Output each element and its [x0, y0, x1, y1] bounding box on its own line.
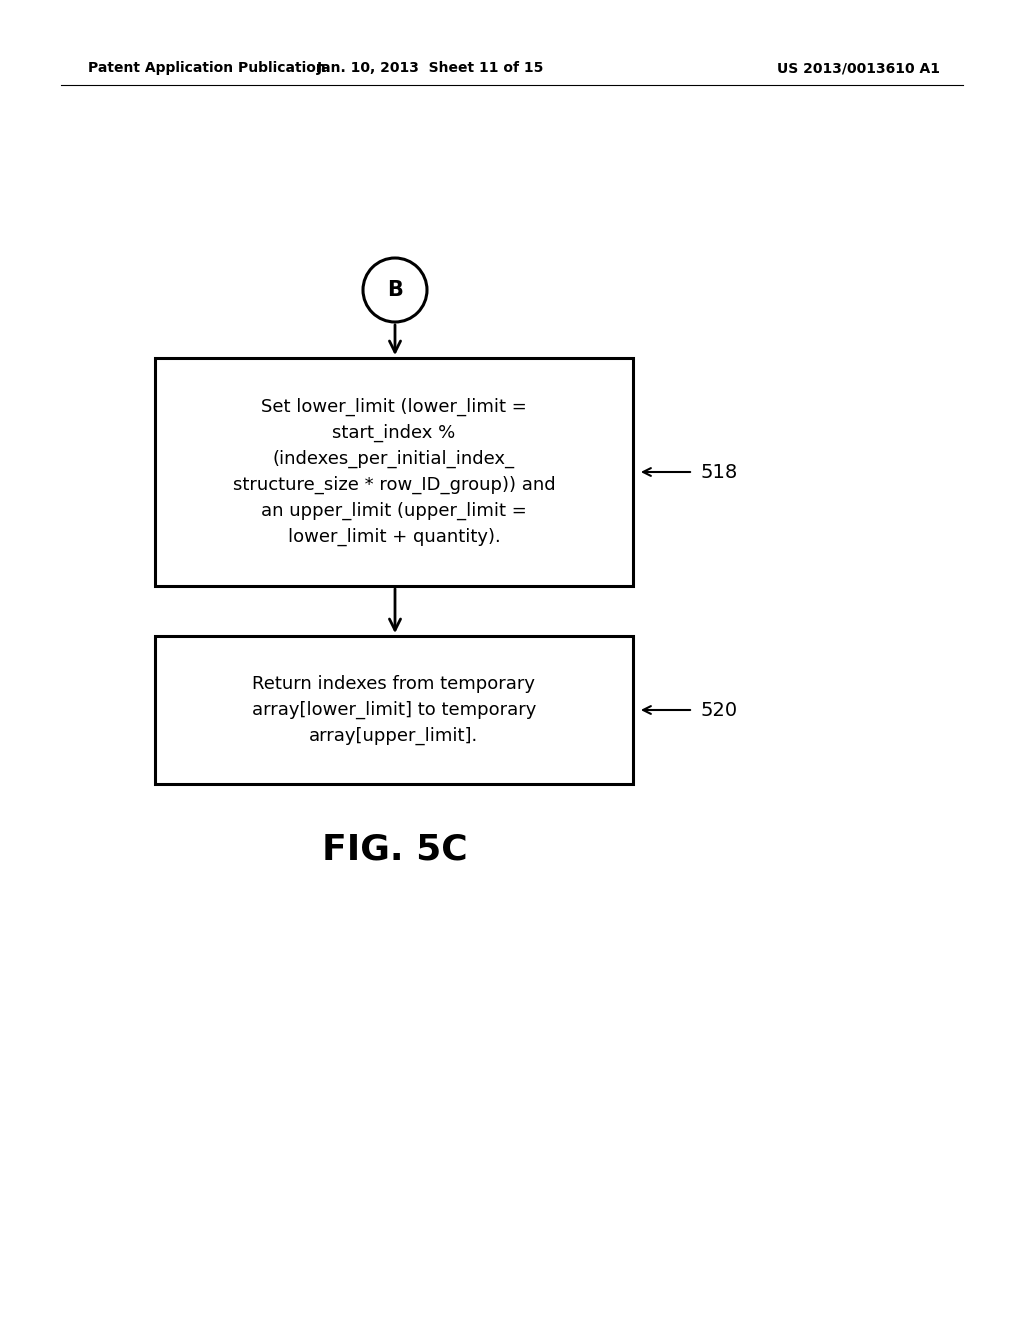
Text: 520: 520 [701, 701, 738, 719]
Text: US 2013/0013610 A1: US 2013/0013610 A1 [777, 61, 940, 75]
Text: 518: 518 [701, 462, 738, 482]
Text: Set lower_limit (lower_limit =
start_index %
(indexes_per_initial_index_
structu: Set lower_limit (lower_limit = start_ind… [232, 397, 555, 546]
Text: B: B [387, 280, 402, 300]
Text: Jan. 10, 2013  Sheet 11 of 15: Jan. 10, 2013 Sheet 11 of 15 [316, 61, 544, 75]
Text: Patent Application Publication: Patent Application Publication [88, 61, 326, 75]
Text: Return indexes from temporary
array[lower_limit] to temporary
array[upper_limit]: Return indexes from temporary array[lowe… [252, 675, 537, 744]
Ellipse shape [362, 257, 427, 322]
Text: FIG. 5C: FIG. 5C [323, 833, 468, 867]
Bar [155, 636, 633, 784]
Bar [155, 358, 633, 586]
